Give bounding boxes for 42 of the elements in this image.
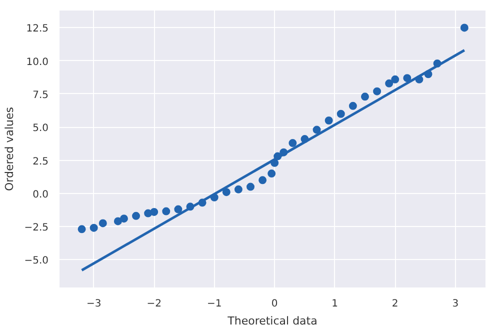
point — [385, 79, 394, 88]
y-tick-label: 2.5 — [32, 156, 49, 168]
x-tick-label: −3 — [86, 298, 102, 310]
x-tick-label: 0 — [271, 298, 278, 310]
point — [234, 185, 242, 194]
point — [403, 74, 412, 82]
y-axis-title: Ordered values — [3, 106, 16, 192]
point — [312, 126, 321, 134]
point — [162, 207, 170, 216]
point — [90, 224, 98, 232]
point — [268, 170, 276, 178]
y-tick-label: 12.5 — [26, 24, 48, 35]
point — [391, 75, 400, 84]
point — [120, 214, 128, 223]
x-tick-label: 1 — [332, 298, 338, 310]
point — [246, 182, 255, 191]
point — [460, 24, 468, 32]
point — [324, 116, 333, 124]
point — [150, 208, 158, 216]
point — [360, 92, 369, 101]
x-tick-label: 3 — [452, 298, 459, 310]
point — [222, 188, 230, 196]
y-tick-label: 0.0 — [32, 189, 49, 200]
point — [132, 212, 140, 220]
point — [98, 219, 107, 228]
point — [78, 225, 86, 234]
point — [373, 87, 382, 96]
point — [258, 176, 267, 184]
y-tick-label: −5.0 — [24, 256, 49, 267]
y-tick-label: 7.5 — [32, 90, 49, 101]
y-tick-label: 10.0 — [26, 56, 48, 68]
x-axis-title: Theoretical data — [226, 314, 318, 328]
point — [288, 139, 297, 148]
point — [114, 217, 122, 226]
x-tick-label: 2 — [392, 298, 398, 310]
point — [336, 110, 345, 118]
x-tick-label: −1 — [206, 298, 222, 310]
y-tick-label: 5.0 — [32, 123, 49, 134]
point — [174, 205, 182, 214]
point — [348, 102, 357, 110]
y-tick-label: −2.5 — [24, 222, 49, 234]
x-tick-label: −2 — [146, 298, 162, 310]
